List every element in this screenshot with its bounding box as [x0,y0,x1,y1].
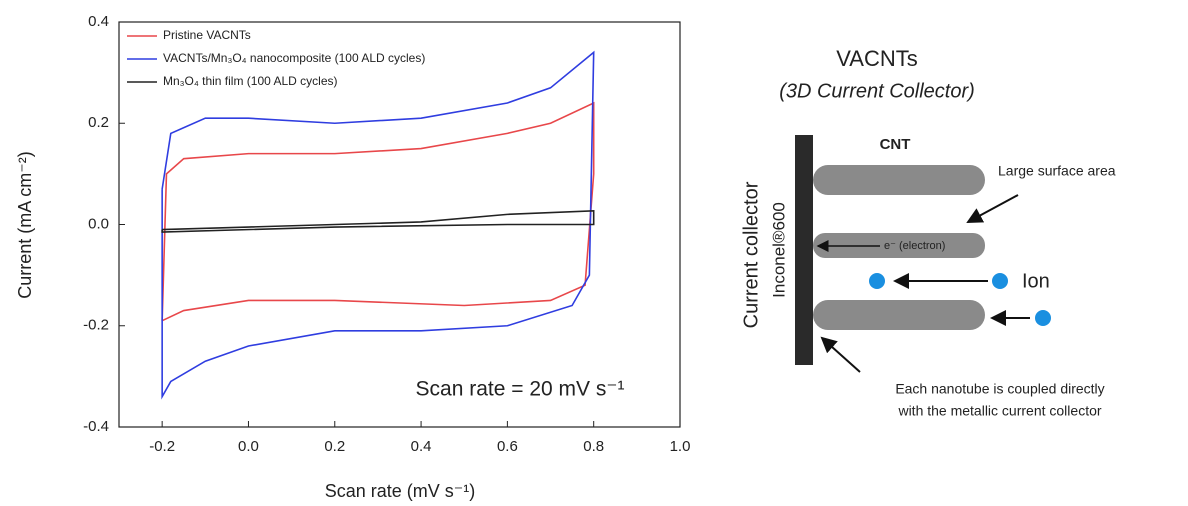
arrow [820,336,861,373]
ion [992,273,1008,289]
ion [869,273,885,289]
arrow [966,194,1019,223]
legend-label: Pristine VACNTs [163,28,251,42]
diagram-title: VACNTs [836,46,918,71]
series-line [161,50,595,400]
x-tick-label: 0.0 [238,438,259,455]
y-tick-label: -0.2 [83,317,109,334]
collector-label: Current collector [740,181,762,328]
series-line [161,101,595,322]
series-line [161,209,595,233]
y-tick-label: 0.2 [88,114,109,131]
diagram: VACNTs (3D Current Collector) CNT Large … [740,46,1115,419]
x-tick-label: -0.2 [149,438,175,455]
y-tick-label: -0.4 [83,418,109,435]
diagram-subtitle: (3D Current Collector) [779,80,975,102]
legend-label: Mn₃O₄ thin film (100 ALD cycles) [163,74,338,88]
legend-label: VACNTs/Mn₃O₄ nanocomposite (100 ALD cycl… [163,51,425,65]
ion [1035,310,1051,326]
y-axis-label: Current (mA cm⁻²) [15,151,35,299]
collector-plate [795,135,813,365]
surface-label: Large surface area [998,163,1116,179]
note: with the metallic current collector [897,403,1101,419]
material-label: Inconel®600 [769,202,788,298]
electron-label: e⁻ (electron) [884,240,945,252]
y-tick-label: 0.0 [88,215,109,232]
x-tick-label: 0.2 [324,438,345,455]
x-tick-label: 0.6 [497,438,518,455]
x-tick-label: 0.4 [411,438,432,455]
nanotube [813,165,985,195]
x-tick-label: 0.8 [583,438,604,455]
note: Each nanotube is coupled directly [895,381,1104,397]
x-tick-label: 1.0 [670,438,691,455]
y-tick-label: 0.4 [88,13,109,30]
annotation: Scan rate = 20 mV s⁻¹ [416,378,625,401]
x-axis-label: Scan rate (mV s⁻¹) [325,481,476,501]
nanotube [813,300,985,330]
nanotube [813,233,985,258]
ion-label: Ion [1022,270,1050,292]
cnt-label: CNT [880,136,911,153]
